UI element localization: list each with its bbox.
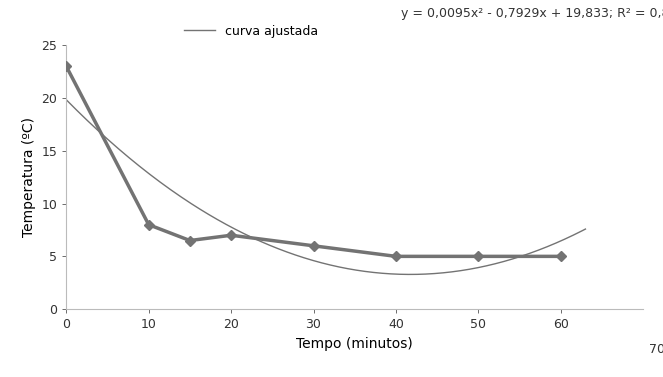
Text: 70’ d: 70’ d bbox=[649, 343, 663, 356]
Y-axis label: Temperatura (ºC): Temperatura (ºC) bbox=[22, 117, 36, 237]
Legend: curva ajustada: curva ajustada bbox=[179, 20, 323, 43]
Text: y = 0,0095x² - 0,7929x + 19,833; R² = 0,8348: y = 0,0095x² - 0,7929x + 19,833; R² = 0,… bbox=[401, 7, 663, 20]
X-axis label: Tempo (minutos): Tempo (minutos) bbox=[296, 337, 413, 351]
